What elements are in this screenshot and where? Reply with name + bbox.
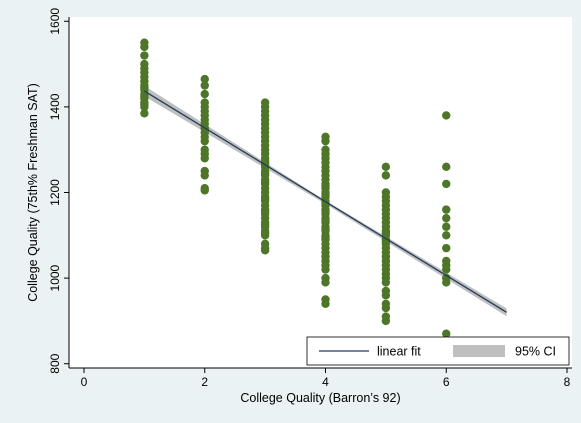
data-point: [381, 316, 391, 326]
data-point: [321, 224, 330, 234]
data-point: [200, 136, 209, 146]
data-point: [442, 179, 451, 189]
y-axis-title: College Quality (75th% Freshman SAT): [26, 83, 40, 302]
data-point: [260, 207, 270, 216]
legend: linear fit 95% CI: [306, 336, 570, 366]
data-point: [442, 205, 451, 214]
data-point: [200, 89, 209, 99]
data-point: [260, 246, 270, 255]
x-tick-label: 8: [564, 375, 571, 389]
data-point: [442, 231, 451, 240]
data-point: [442, 265, 451, 274]
y-tick-label: 1200: [48, 179, 62, 206]
data-point: [321, 278, 330, 287]
data-point: [321, 265, 330, 274]
data-point: [381, 228, 391, 238]
data-point: [200, 171, 209, 180]
axes: 0 2 4 6 8 800 1000 1200 1400 1600: [48, 8, 572, 389]
fit-line: [144, 90, 507, 313]
data-point: [321, 216, 330, 225]
y-tick-label: 800: [48, 353, 62, 373]
data-point: [200, 154, 209, 163]
data-point: [260, 228, 270, 238]
data-point: [321, 299, 330, 308]
x-tick-label: 6: [443, 375, 450, 389]
data-point: [260, 194, 270, 204]
x-tick-label: 0: [81, 375, 88, 389]
y-tick-label: 1400: [48, 93, 62, 120]
data-point: [260, 177, 270, 186]
data-point: [381, 278, 391, 287]
data-point: [442, 111, 451, 120]
y-tick-label: 1000: [48, 264, 62, 291]
data-point: [140, 42, 149, 52]
plot-area: [69, 17, 572, 368]
legend-ci-swatch: [453, 345, 505, 357]
data-point: [321, 181, 330, 191]
data-point: [442, 222, 451, 231]
data-point: [200, 81, 209, 90]
data-point: [442, 243, 451, 253]
data-point: [321, 190, 330, 199]
fit-line-layer: [144, 90, 507, 313]
data-point: [381, 162, 391, 172]
x-axis-title: College Quality (Barron’s 92): [240, 391, 400, 405]
data-point: [381, 303, 391, 313]
data-point: [321, 207, 330, 216]
data-point: [140, 102, 149, 112]
data-point: [260, 220, 270, 229]
data-point: [442, 213, 451, 223]
data-point: [381, 171, 391, 180]
data-point: [442, 162, 451, 172]
data-point: [260, 169, 270, 178]
data-point: [200, 186, 209, 195]
data-point: [381, 291, 391, 300]
data-point: [140, 109, 149, 118]
data-point: [321, 233, 330, 242]
legend-label-ci: 95% CI: [515, 345, 556, 359]
y-tick-label: 1600: [48, 8, 62, 35]
scatter-points: [140, 38, 451, 338]
data-point: [442, 278, 451, 287]
legend-label-fit: linear fit: [377, 345, 421, 359]
x-tick-label: 4: [322, 375, 329, 389]
data-point: [200, 74, 209, 84]
x-tick-label: 2: [201, 375, 208, 389]
data-point: [140, 51, 149, 60]
data-point: [442, 329, 451, 338]
data-point: [321, 136, 330, 146]
